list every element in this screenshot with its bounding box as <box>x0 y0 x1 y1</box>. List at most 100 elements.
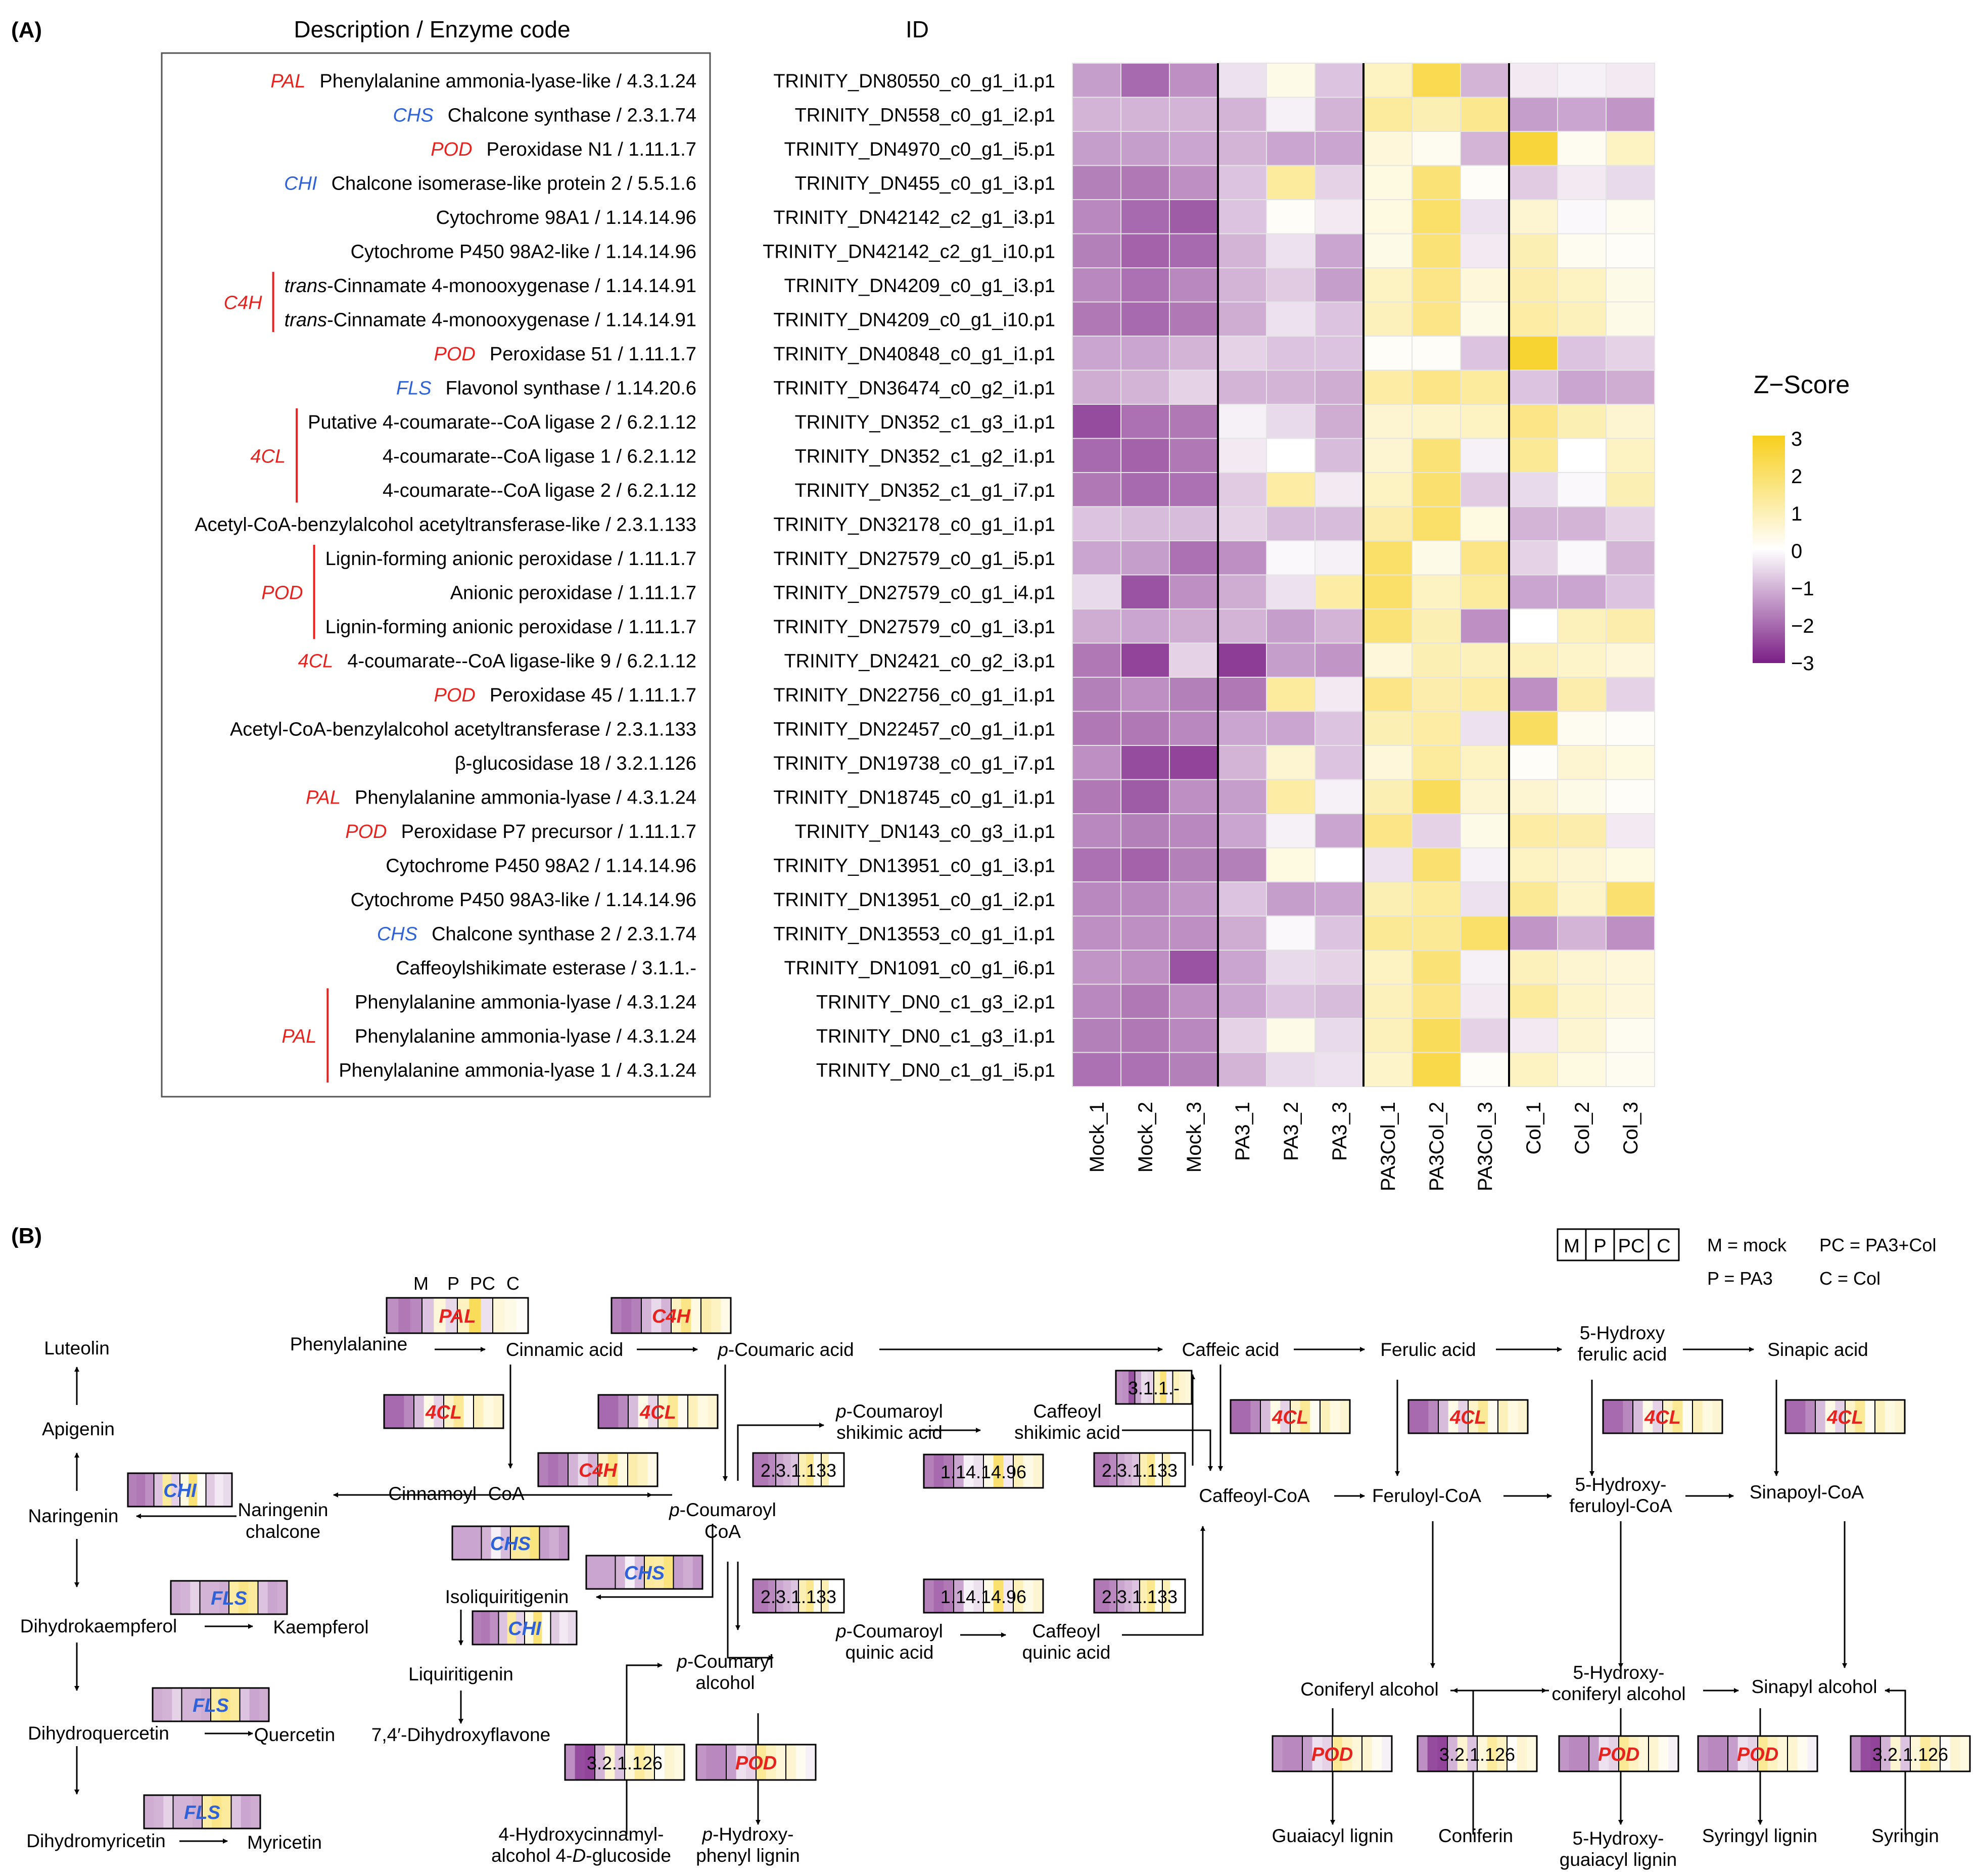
enzyme-box-cell <box>1950 1736 1960 1771</box>
enzyme-box-label: CHI <box>163 1480 197 1502</box>
heatmap-cell <box>1363 1018 1413 1053</box>
gene-description: Chalcone synthase / 2.3.1.74 <box>448 105 696 126</box>
heatmap-cell <box>1363 336 1413 371</box>
heatmap-cell <box>1217 438 1267 473</box>
enzyme-box-cell <box>422 1298 434 1333</box>
hydroxyconiferyl-line1: 5-Hydroxy- <box>1573 1662 1665 1683</box>
enzyme-box-cell <box>1767 1736 1778 1771</box>
enzyme-box-cell <box>673 1556 684 1589</box>
heatmap-cell <box>1266 336 1315 371</box>
enzyme-box-cell <box>683 1556 693 1589</box>
enzyme-abbreviation: POD <box>345 821 387 842</box>
enzyme-box-cell <box>220 1688 230 1721</box>
heatmap-cell <box>1412 369 1461 405</box>
enzyme-box-cell <box>171 1473 180 1507</box>
feruloyl-coa-label: Feruloyl-CoA <box>1372 1485 1481 1506</box>
heatmap-cell <box>1460 97 1510 132</box>
enzyme-box-cell <box>1282 1736 1293 1771</box>
enzyme-box-cell <box>201 1688 211 1721</box>
hydroxycinnamyl-glucoside-line2: alcohol 4-D-glucoside <box>491 1845 671 1866</box>
gene-description: Peroxidase 45 / 1.11.1.7 <box>490 685 696 706</box>
transcript-id: TRINITY_DN13951_c0_g1_i2.p1 <box>773 889 1055 911</box>
description-text: β-glucosidase 18 / 3.2.1.126 <box>455 753 696 774</box>
enzyme-box-cell <box>1777 1736 1788 1771</box>
enzyme-box-cell <box>162 1688 172 1721</box>
heatmap-cell <box>1169 165 1218 200</box>
heatmap-cell <box>1266 165 1315 200</box>
heatmap-cell <box>1266 915 1315 951</box>
heatmap-cell <box>1509 915 1558 951</box>
heatmap-cell <box>1606 608 1655 644</box>
heatmap-cell <box>1314 983 1364 1019</box>
transcript-id: TRINITY_DN1091_c0_g1_i6.p1 <box>784 958 1055 979</box>
enzyme-box-label: 3.1.1.- <box>1128 1378 1180 1398</box>
heatmap-cell <box>1557 1052 1607 1087</box>
heatmap-cell <box>1363 881 1413 917</box>
heatmap-cell <box>1072 574 1121 609</box>
enzyme-abbreviation: CHI <box>284 173 317 194</box>
enzyme-box-cell <box>214 1473 224 1507</box>
enzyme-box-cell <box>1160 1371 1167 1404</box>
hydroxyferulic-acid-line2: ferulic acid <box>1578 1344 1667 1365</box>
heatmap-cell <box>1412 677 1461 712</box>
enzyme-box-cell <box>753 1579 761 1613</box>
heatmap-cell <box>1509 438 1558 473</box>
heatmap-cell <box>1314 915 1364 951</box>
enzyme-box-cell <box>1231 1400 1241 1433</box>
heatmap-cell <box>1169 472 1218 507</box>
caffeoyl-shikimic-line1: Caffeoyl <box>1033 1401 1101 1422</box>
enzyme-box-cell <box>821 1579 829 1613</box>
heatmap-cell <box>1266 574 1315 609</box>
cinnamic-acid-label: Cinnamic acid <box>506 1339 623 1360</box>
enzyme-box-cell <box>674 1745 685 1780</box>
enzyme-box-cell <box>1682 1400 1693 1433</box>
enzyme-box-cell <box>568 1453 579 1486</box>
enzyme-box-cell <box>746 1745 757 1780</box>
heatmap-cell <box>1363 233 1413 268</box>
enzyme-boxes: PAL C4H 4CL 4CL C4H CHI CHS CHS FLS CHI FLS FLS 2.3.… <box>127 1297 1971 1830</box>
heatmap-cell <box>1363 677 1413 712</box>
heatmap-cell <box>1606 915 1655 951</box>
enzyme-box-cell <box>668 1395 678 1428</box>
heatmap-cell <box>1557 438 1607 473</box>
heatmap-cell <box>1217 267 1267 303</box>
panel-a-label: (A) <box>11 18 42 42</box>
heatmap-cell <box>1169 336 1218 371</box>
enzyme-box-label: POD <box>735 1753 777 1774</box>
enzyme-box-label: CHS <box>490 1533 531 1555</box>
enzyme-box-cell <box>821 1453 829 1486</box>
heatmap-cell <box>1606 97 1655 132</box>
enzyme-box-cell <box>1140 1453 1148 1486</box>
enzyme-box-cell <box>444 1395 454 1428</box>
heatmap-cell <box>1266 301 1315 337</box>
description-text: Acetyl-CoA-benzylalcohol acetyltransfera… <box>195 514 696 535</box>
enzyme-box-cell <box>1116 1371 1122 1404</box>
heatmap-cell <box>1557 404 1607 439</box>
pal-header-p: P <box>447 1273 459 1294</box>
enzyme-box-cell <box>933 1455 944 1488</box>
p-coumaric-acid-label: p-Coumaric acid <box>717 1339 854 1360</box>
enzyme-box-e1141_2: 1.14.14.96 <box>923 1578 1044 1614</box>
enzyme-box-e2313_2: 2.3.1.133 <box>1093 1452 1186 1487</box>
enzyme-box-4cl_4: 4CL <box>1407 1399 1529 1434</box>
enzyme-box-cell <box>706 1745 717 1780</box>
enzyme-box-cell <box>798 1453 807 1486</box>
enzyme-box-cell <box>1712 1400 1723 1433</box>
heatmap-cell <box>1314 131 1364 166</box>
heatmap-cell <box>1120 404 1170 439</box>
heatmap-cell <box>1412 267 1461 303</box>
gene-description: Caffeoylshikimate esterase / 3.1.1.- <box>396 958 696 979</box>
enzyme-box-fls_1: FLS <box>170 1580 288 1615</box>
enzyme-box-cell <box>661 1298 672 1333</box>
heatmap-cell <box>1169 915 1218 951</box>
enzyme-box-cell <box>452 1526 462 1560</box>
p-coumaroyl-shikimic-line1: p-Coumaroyl <box>835 1401 943 1422</box>
heatmap-cell <box>1266 1052 1315 1087</box>
heatmap-cell <box>1072 199 1121 234</box>
heatmap-cell <box>1072 301 1121 337</box>
enzyme-box-cell <box>1672 1400 1683 1433</box>
enzyme-box-cell <box>1408 1400 1419 1433</box>
enzyme-box-cell <box>558 1453 569 1486</box>
enzyme-box-cell <box>806 1745 816 1780</box>
pal-header-c: C <box>506 1273 520 1294</box>
